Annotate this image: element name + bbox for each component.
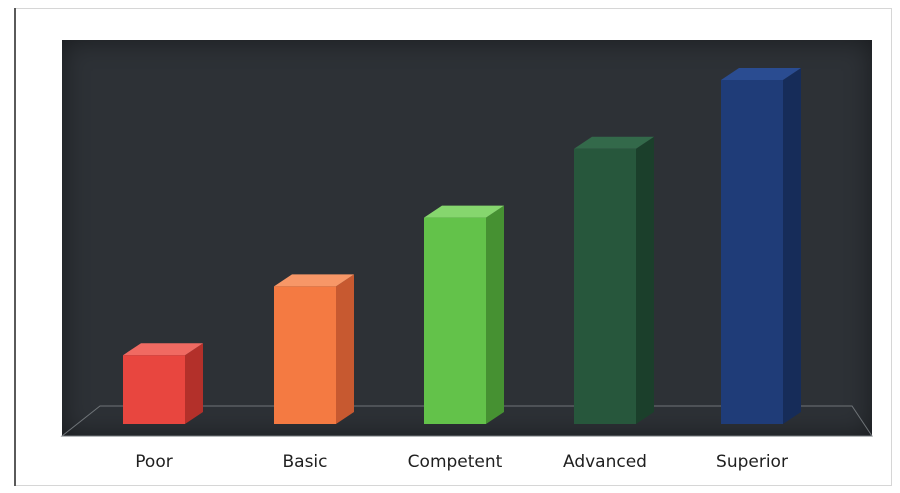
bar-competent-top (424, 205, 504, 218)
bar-basic-front (274, 286, 336, 424)
x-tick-label-competent: Competent (407, 452, 503, 472)
bar-competent (424, 205, 504, 424)
x-tick-label-poor: Poor (135, 452, 173, 472)
bar-advanced-front (574, 148, 636, 425)
bar-advanced (574, 136, 654, 425)
bar-basic-side (336, 274, 354, 424)
x-tick-label-advanced: Advanced (563, 452, 647, 472)
bar-basic (274, 274, 354, 424)
bar-superior-top (721, 68, 801, 80)
bar-poor (123, 343, 203, 424)
bar-series (123, 68, 801, 425)
x-tick-label-superior: Superior (716, 452, 788, 472)
x-tick-label-basic: Basic (282, 452, 328, 472)
bar-advanced-side (636, 136, 654, 425)
bar-advanced-top (574, 136, 654, 149)
bar-superior-front (721, 80, 783, 424)
bar-competent-front (424, 217, 486, 424)
bar-superior-side (783, 68, 801, 424)
bar-poor-front (123, 355, 185, 424)
scan-edge (14, 8, 16, 486)
bar-poor-side (185, 343, 203, 424)
bar-superior (721, 68, 801, 424)
bar-basic-top (274, 274, 354, 287)
bar-competent-side (486, 205, 504, 424)
bar-poor-top (123, 343, 203, 356)
floor-plane (60, 405, 873, 437)
